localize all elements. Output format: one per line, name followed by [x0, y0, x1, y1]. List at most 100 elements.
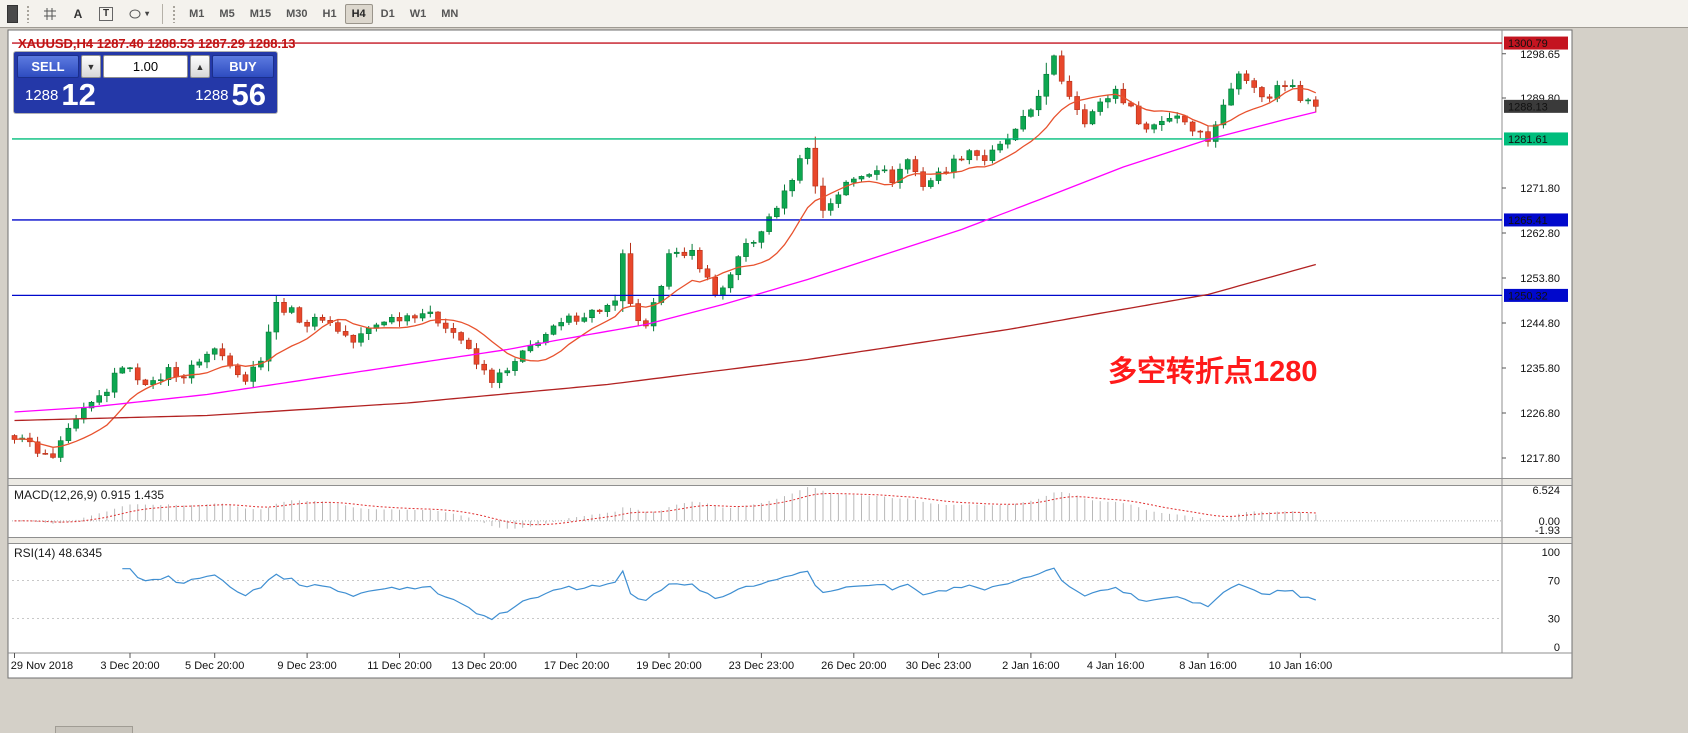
time-axis-label: 3 Dec 20:00	[100, 660, 159, 672]
candle-body	[1228, 88, 1234, 106]
candle-body	[750, 242, 757, 244]
candle-body	[435, 311, 441, 324]
candle-body	[88, 401, 95, 409]
chart-annotation-text[interactable]: 多空转折点1280	[1108, 356, 1318, 388]
candle-body	[835, 194, 842, 204]
candle-body	[666, 253, 672, 287]
candle-body	[319, 316, 326, 321]
panel-splitter[interactable]	[9, 478, 1571, 486]
candle-body	[96, 395, 102, 403]
time-axis-label: 10 Jan 16:00	[1269, 660, 1333, 672]
candle-body	[581, 317, 588, 322]
shapes-button[interactable]: ▾	[122, 3, 156, 25]
candle-body	[997, 143, 1003, 151]
price-level-box-label: 1265.41	[1508, 215, 1548, 227]
candle-body	[119, 367, 126, 374]
crosshair-button[interactable]	[36, 3, 64, 25]
buy-price-big: 56	[231, 77, 266, 112]
candle-body	[304, 321, 310, 327]
candle-body	[57, 440, 64, 458]
timeframe-button-h1[interactable]: H1	[316, 4, 344, 24]
time-axis-label: 13 Dec 20:00	[451, 660, 516, 672]
candle-body	[419, 313, 426, 319]
timeframe-button-mn[interactable]: MN	[434, 4, 465, 24]
time-axis-label: 30 Dec 23:00	[906, 660, 971, 672]
h-scrollbar-thumb[interactable]	[55, 726, 133, 733]
main-toolbar: A T ▾ M1 M5 M15 M30 H1 H4 D1 W1 MN	[0, 0, 1688, 28]
volume-decrease-button[interactable]: ▼	[81, 55, 101, 78]
sell-price: 1288 12	[25, 77, 96, 112]
candle-body	[50, 453, 56, 458]
timeframe-toolbar: M1 M5 M15 M30 H1 H4 D1 W1 MN	[182, 3, 465, 24]
candle-body	[743, 243, 749, 257]
candle-body	[704, 268, 711, 278]
candle-body	[42, 453, 49, 455]
candle-body	[196, 361, 203, 366]
chart-plot-area[interactable]	[12, 33, 1502, 653]
timeframe-button-m1[interactable]: M1	[182, 4, 211, 24]
timeframe-button-d1[interactable]: D1	[374, 4, 402, 24]
candle-body	[1174, 115, 1180, 119]
price-axis-label: 1226.80	[1520, 408, 1560, 420]
price-axis-label: 1244.80	[1520, 318, 1560, 330]
rsi-indicator-label: RSI(14) 48.6345	[14, 546, 103, 560]
time-axis-label: 29 Nov 2018	[11, 660, 73, 672]
candle-body	[681, 251, 688, 256]
candle-body	[65, 427, 72, 441]
toolbar-grip[interactable]	[26, 4, 31, 23]
timeframe-toolbar-grip[interactable]	[172, 4, 178, 23]
candle-body	[1220, 104, 1227, 126]
candle-body	[104, 391, 110, 396]
timeframe-button-h4[interactable]: H4	[344, 3, 373, 24]
sell-button[interactable]: SELL	[17, 55, 79, 78]
candle-body	[1166, 118, 1173, 122]
sell-price-big: 12	[61, 77, 96, 112]
candle-body	[596, 309, 603, 312]
time-axis-label: 11 Dec 20:00	[367, 660, 432, 672]
buy-price: 1288 56	[195, 77, 266, 112]
volume-input[interactable]	[103, 55, 188, 78]
panel-splitter[interactable]	[9, 537, 1571, 544]
text-box-button[interactable]: T	[92, 3, 120, 25]
price-level-box-label: 1300.79	[1508, 38, 1548, 50]
candle-body	[250, 366, 256, 382]
candle-body	[958, 158, 965, 161]
timeframe-button-m15[interactable]: M15	[243, 4, 278, 24]
candle-body	[111, 372, 118, 393]
candle-body	[789, 180, 796, 192]
candle-body	[935, 171, 942, 181]
candle-body	[904, 159, 911, 170]
volume-increase-button[interactable]: ▲	[190, 55, 210, 78]
candle-body	[1197, 130, 1204, 133]
fast-ma-line	[14, 87, 1317, 448]
shapes-icon	[129, 9, 141, 18]
candle-body	[812, 147, 819, 187]
candle-body	[850, 178, 857, 183]
macd-axis-label: 0.00	[1539, 516, 1560, 528]
candle-body	[858, 176, 865, 180]
mid-ma-line	[14, 111, 1316, 413]
price-level-box-label: 1250.32	[1508, 290, 1548, 302]
text-annotation-button[interactable]: A	[66, 3, 90, 25]
candle-body	[458, 332, 464, 341]
text-t-icon: T	[99, 6, 114, 21]
candle-body	[874, 170, 880, 175]
price-axis-label: 1271.80	[1520, 183, 1560, 195]
candle-body	[981, 155, 988, 161]
candle-body	[912, 159, 919, 173]
candle-body	[566, 315, 572, 323]
price-level-box	[1504, 288, 1568, 302]
timeframe-button-w1[interactable]: W1	[403, 4, 434, 24]
buy-button[interactable]: BUY	[212, 55, 274, 78]
candle-body	[758, 231, 765, 243]
candle-body	[1051, 55, 1057, 75]
timeframe-button-m5[interactable]: M5	[212, 4, 241, 24]
macd-axis-label: -1.93	[1535, 525, 1560, 537]
candle-body	[512, 361, 518, 371]
candle-body	[558, 322, 565, 327]
timeframe-button-m30[interactable]: M30	[279, 4, 314, 24]
candle-body	[1058, 55, 1065, 82]
crosshair-icon	[44, 7, 56, 20]
candle-body	[1305, 99, 1311, 102]
candle-body	[404, 315, 411, 322]
